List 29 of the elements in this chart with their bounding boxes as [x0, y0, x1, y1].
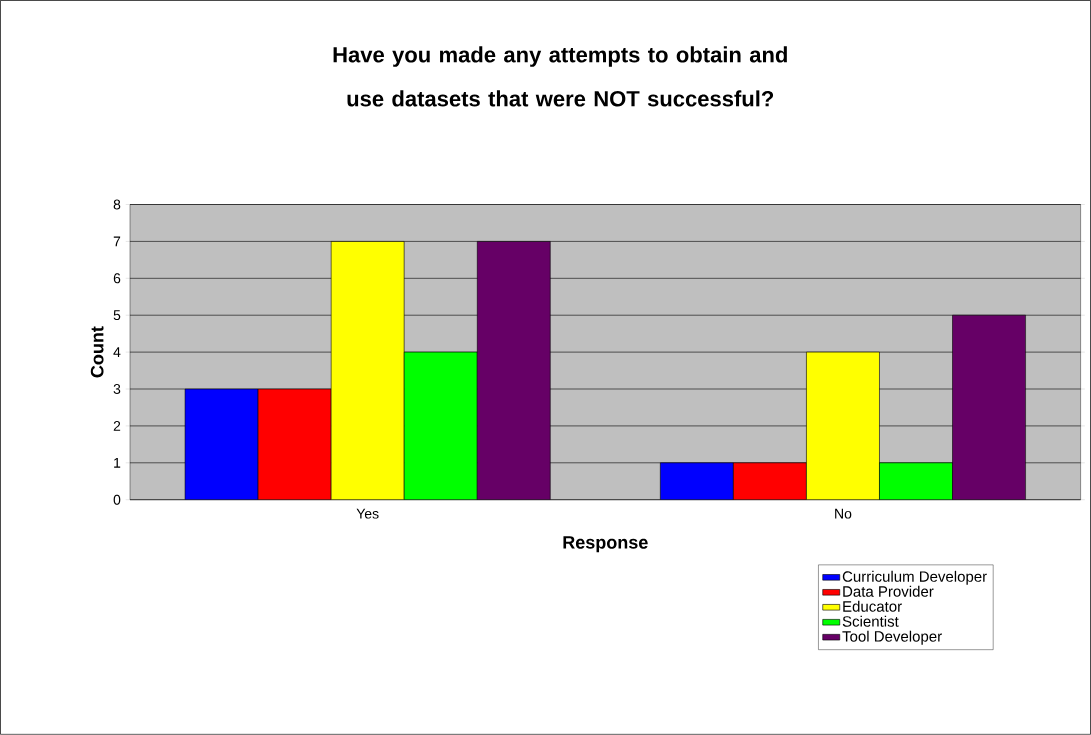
bar [952, 315, 1026, 500]
y-tick-label: 7 [113, 236, 121, 247]
bar [476, 241, 551, 500]
y-tick-label: 8 [113, 199, 121, 210]
legend-label: Curriculum Developer [842, 570, 987, 585]
y-tick-label: 4 [113, 347, 121, 358]
legend-label: Scientist [842, 615, 899, 627]
y-tick-label: 3 [113, 384, 121, 395]
legend-label: Data Provider [843, 585, 934, 597]
x-axis-title: Response [563, 536, 648, 553]
bar [330, 241, 405, 500]
bar [733, 462, 807, 500]
bar [184, 388, 259, 500]
bar [806, 351, 880, 500]
y-tick-label: 2 [113, 421, 121, 431]
chart-title: Have you made any attempts to obtain and use datasets that were NOT successful? [333, 46, 787, 107]
y-tick-label: 5 [113, 310, 121, 321]
bar [403, 351, 478, 500]
bar [879, 462, 953, 500]
y-tick-label: 0 [113, 494, 121, 505]
y-axis-title: Count [90, 326, 104, 378]
legend-label: Tool Developer [842, 630, 942, 645]
x-tick-label: Yes [356, 508, 379, 519]
y-tick-label: 6 [113, 273, 121, 284]
bar [257, 388, 332, 500]
bar [660, 462, 734, 500]
x-tick-label: No [835, 508, 852, 519]
legend-label: Educator [843, 600, 902, 612]
y-tick-label: 1 [114, 458, 121, 468]
